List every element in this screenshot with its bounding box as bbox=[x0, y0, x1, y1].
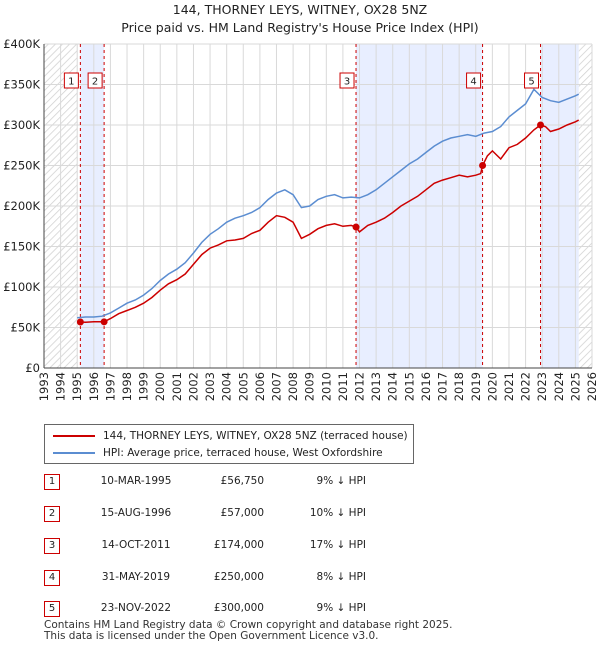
x-tick-label: 2025 bbox=[568, 372, 582, 401]
y-tick-label: £50K bbox=[11, 321, 41, 335]
legend-item-hpi: HPI: Average price, terraced house, West… bbox=[53, 446, 383, 460]
x-tick-label: 2022 bbox=[519, 372, 533, 401]
sale-price: £56,750 bbox=[220, 475, 264, 487]
footer-licence: This data is licensed under the Open Gov… bbox=[44, 630, 379, 642]
sale-point bbox=[76, 318, 84, 326]
sale-date: 15-AUG-1996 bbox=[100, 507, 172, 519]
sale-number-badge: 4 bbox=[44, 570, 60, 586]
sale-point bbox=[479, 162, 487, 169]
sale-number-badge: 5 bbox=[44, 601, 60, 617]
x-tick-label: 2018 bbox=[452, 372, 466, 401]
sale-point bbox=[537, 121, 545, 129]
x-tick-label: 2001 bbox=[170, 372, 184, 401]
x-tick-label: 2021 bbox=[502, 372, 516, 401]
x-tick-label: 2007 bbox=[269, 372, 283, 401]
sale-label-box bbox=[339, 72, 355, 89]
sale-row: 5 23-NOV-2022 £300,000 9% ↓ HPI bbox=[44, 601, 444, 617]
price-line bbox=[80, 119, 580, 323]
x-tick-label: 2006 bbox=[253, 372, 267, 401]
x-tick-label: 2012 bbox=[353, 372, 367, 401]
x-tick-label: 2020 bbox=[485, 372, 499, 401]
chart-title: 144, THORNEY LEYS, WITNEY, OX28 5NZ bbox=[172, 2, 428, 17]
sale-price: £174,000 bbox=[213, 539, 264, 551]
sale-price: £57,000 bbox=[220, 507, 264, 519]
legend-line-hpi bbox=[53, 452, 95, 454]
legend-label-price: 144, THORNEY LEYS, WITNEY, OX28 5NZ (ter… bbox=[103, 430, 408, 442]
y-tick-label: £350K bbox=[3, 78, 40, 92]
sale-price: £250,000 bbox=[213, 571, 264, 583]
x-tick-label: 1999 bbox=[137, 372, 151, 401]
x-tick-label: 2002 bbox=[186, 372, 200, 401]
x-tick-label: 2013 bbox=[369, 372, 383, 401]
x-tick-label: 2005 bbox=[236, 372, 250, 401]
sale-row: 2 15-AUG-1996 £57,000 10% ↓ HPI bbox=[44, 506, 444, 522]
x-tick-label: 2008 bbox=[286, 372, 300, 401]
sale-date: 14-OCT-2011 bbox=[101, 539, 171, 551]
x-tick-label: 1994 bbox=[54, 372, 68, 401]
sale-point bbox=[352, 223, 360, 231]
sale-hpi-diff: 17% ↓ HPI bbox=[309, 539, 366, 551]
x-tick-label: 1995 bbox=[70, 372, 84, 401]
y-tick-label: £300K bbox=[3, 118, 40, 132]
x-tick-label: 1998 bbox=[120, 372, 134, 401]
x-tick-label: 2009 bbox=[303, 372, 317, 401]
sale-point bbox=[100, 318, 108, 326]
x-tick-label: 2023 bbox=[535, 372, 549, 401]
sale-price: £300,000 bbox=[213, 602, 264, 614]
y-tick-label: £250K bbox=[3, 159, 40, 173]
chart-legend: 144, THORNEY LEYS, WITNEY, OX28 5NZ (ter… bbox=[44, 424, 414, 464]
sale-number-badge: 3 bbox=[44, 538, 60, 554]
sale-row: 4 31-MAY-2019 £250,000 8% ↓ HPI bbox=[44, 570, 444, 586]
x-tick-label: 2019 bbox=[469, 372, 483, 401]
x-tick-label: 2004 bbox=[220, 372, 234, 401]
x-tick-label: 1996 bbox=[87, 372, 101, 401]
x-tick-label: 2003 bbox=[203, 372, 217, 401]
sale-row: 1 10-MAR-1995 £56,750 9% ↓ HPI bbox=[44, 474, 444, 490]
hpi-line bbox=[77, 88, 580, 319]
x-tick-label: 1997 bbox=[103, 372, 117, 401]
sale-date: 10-MAR-1995 bbox=[100, 475, 172, 487]
sale-label-text: 5 bbox=[528, 77, 534, 88]
sale-label-text: 4 bbox=[470, 77, 476, 88]
sale-hpi-diff: 9% ↓ HPI bbox=[316, 475, 366, 487]
sale-label-text: 2 bbox=[92, 77, 98, 88]
y-tick-label: £400K bbox=[3, 37, 40, 51]
sale-date: 31-MAY-2019 bbox=[101, 571, 171, 583]
sale-number-badge: 2 bbox=[44, 506, 60, 522]
sale-label-box bbox=[524, 72, 540, 89]
legend-item-price: 144, THORNEY LEYS, WITNEY, OX28 5NZ (ter… bbox=[53, 429, 408, 443]
x-tick-label: 2000 bbox=[153, 372, 167, 401]
sale-hpi-diff: 10% ↓ HPI bbox=[309, 507, 366, 519]
legend-label-hpi: HPI: Average price, terraced house, West… bbox=[103, 447, 383, 459]
x-tick-label: 2011 bbox=[336, 372, 350, 401]
chart-subtitle: Price paid vs. HM Land Registry's House … bbox=[121, 20, 479, 35]
x-tick-label: 2016 bbox=[419, 372, 433, 401]
y-tick-label: £150K bbox=[3, 240, 40, 254]
y-tick-label: £0 bbox=[25, 361, 40, 375]
sale-hpi-diff: 8% ↓ HPI bbox=[316, 571, 366, 583]
x-tick-label: 2014 bbox=[386, 372, 400, 401]
y-tick-label: £200K bbox=[3, 199, 40, 213]
sale-hpi-diff: 9% ↓ HPI bbox=[316, 602, 366, 614]
y-tick-label: £100K bbox=[3, 280, 40, 294]
sale-label-text: 1 bbox=[68, 77, 74, 88]
attribution-footer: Contains HM Land Registry data © Crown c… bbox=[44, 620, 452, 642]
sale-label-box bbox=[466, 72, 482, 89]
sale-number-badge: 1 bbox=[44, 474, 60, 490]
sale-label-box bbox=[63, 72, 79, 89]
sale-label-box bbox=[87, 72, 103, 89]
x-tick-label: 2026 bbox=[585, 372, 599, 401]
x-tick-label: 2015 bbox=[402, 372, 416, 401]
x-tick-label: 1993 bbox=[37, 372, 51, 401]
price-chart: 1 2 3 4 5 £0 £50K £100K £150K £200K £250K £300K £350… bbox=[3, 37, 599, 401]
sale-date: 23-NOV-2022 bbox=[100, 602, 172, 614]
sale-row: 3 14-OCT-2011 £174,000 17% ↓ HPI bbox=[44, 538, 444, 554]
sale-label-text: 3 bbox=[344, 77, 350, 88]
x-tick-label: 2010 bbox=[319, 372, 333, 401]
x-tick-label: 2017 bbox=[436, 372, 450, 401]
x-tick-label: 2024 bbox=[552, 372, 566, 401]
legend-line-price bbox=[53, 435, 95, 437]
footer-copyright: Contains HM Land Registry data © Crown c… bbox=[44, 619, 453, 631]
